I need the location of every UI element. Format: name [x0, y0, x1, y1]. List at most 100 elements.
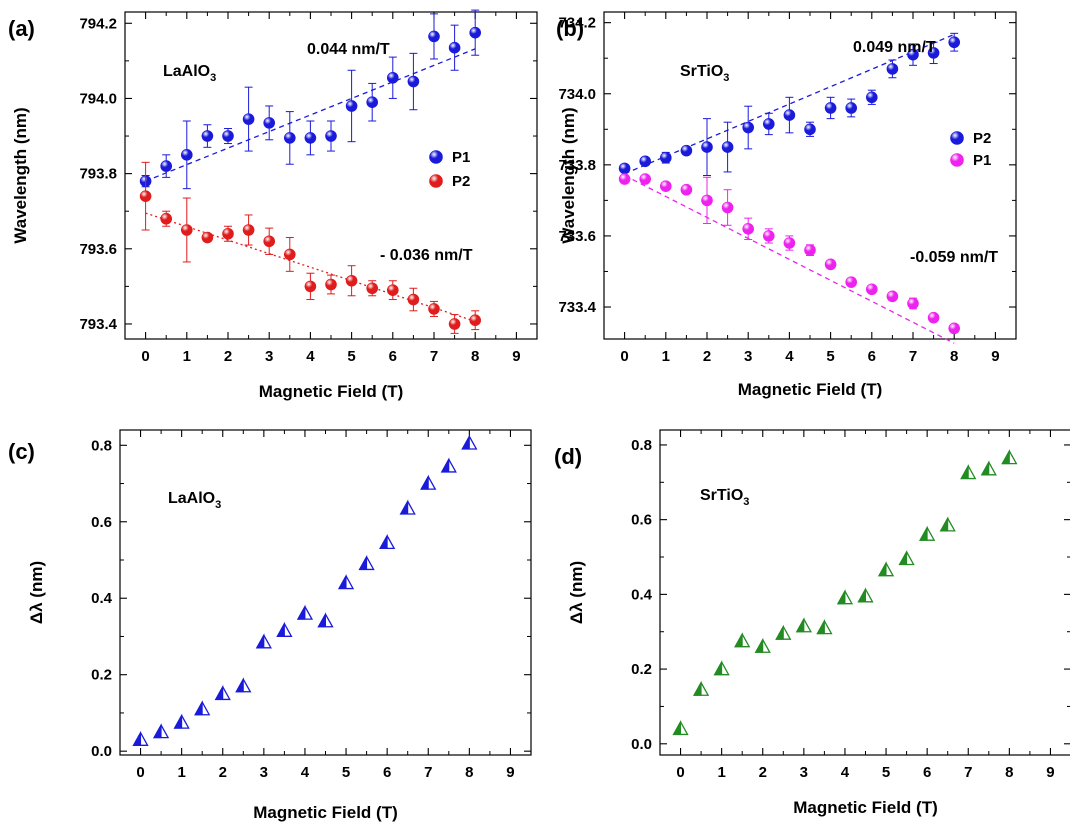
x-axis-title: Magnetic Field (T) [793, 798, 938, 817]
series-data-0 [672, 449, 1018, 736]
triangle-marker-fill [173, 713, 183, 729]
legend-label: P2 [973, 130, 991, 147]
y-tick-label: 0.4 [91, 590, 113, 607]
x-tick-label: 8 [471, 348, 479, 365]
sphere-marker [824, 102, 837, 114]
y-tick-label: 734.2 [558, 15, 596, 32]
triangle-marker-fill [153, 723, 162, 739]
x-tick-label: 4 [306, 348, 315, 365]
y-axis-title: Wavelength (nm) [559, 107, 578, 243]
triangle-marker-fill [358, 554, 368, 570]
triangle-marker-fill [256, 633, 265, 649]
sphere-marker [448, 41, 461, 54]
x-tick-label: 5 [826, 348, 834, 365]
x-tick-label: 2 [224, 348, 232, 365]
sphere-marker [386, 71, 399, 84]
triangle-marker-fill [194, 700, 203, 716]
sphere-marker [680, 183, 693, 196]
sphere-marker [407, 75, 420, 88]
panel-label: (c) [8, 439, 35, 464]
sphere-marker [950, 153, 964, 167]
slope-label: -0.059 nm/T [910, 249, 998, 266]
x-tick-label: 1 [662, 348, 670, 365]
sphere-marker [283, 248, 296, 261]
annotation-subscript: 3 [743, 496, 749, 508]
sphere-marker [927, 47, 940, 59]
x-axis-title: Magnetic Field (T) [738, 380, 883, 399]
sample-label: SrTiO3 [680, 63, 729, 84]
y-axis-title: Δλ (nm) [27, 561, 46, 624]
y-axis-title: Δλ (nm) [567, 561, 586, 624]
y-tick-label: 733.6 [558, 228, 596, 245]
x-tick-label: 3 [800, 764, 808, 781]
plot-frame [119, 429, 532, 756]
x-tick-label: 0 [676, 764, 684, 781]
sphere-marker [907, 48, 919, 61]
triangle-marker-fill [980, 460, 990, 476]
sphere-marker [366, 282, 379, 295]
sphere-marker [762, 230, 775, 242]
sphere-marker [886, 290, 899, 303]
fit-line [145, 212, 476, 322]
y-tick-label: 0.2 [631, 661, 652, 678]
panel-label: (b) [556, 16, 584, 41]
legend-label: P1 [452, 149, 470, 166]
x-tick-label: 4 [841, 764, 850, 781]
legend-entry: P2 [429, 173, 470, 190]
x-tick-label: 5 [342, 764, 350, 781]
annotation-text: 0.044 nm/T [307, 41, 390, 58]
sphere-marker [927, 311, 940, 324]
triangle-marker-fill [399, 499, 409, 515]
sphere-marker [618, 173, 631, 185]
annotation-text: SrTiO [680, 63, 723, 80]
triangle-marker-fill [420, 474, 429, 490]
sphere-marker [721, 141, 734, 153]
triangle-marker-fill [939, 516, 949, 532]
x-tick-label: 6 [868, 348, 876, 365]
chart-panel-b: (b) 0 1 2 3 4 5 6 7 8 9 733.4 733.6 733.8 734.0 734.2 Ma… [556, 11, 1017, 399]
triangle-marker-fill [440, 457, 450, 473]
x-tick-label: 6 [923, 764, 931, 781]
triangle-marker-fill [960, 464, 969, 480]
chart-panel-c: (c) 0 1 2 3 4 5 6 7 8 9 0.0 0.2 0.4 0.6 0.8 Magnetic Fie… [8, 429, 532, 822]
triangle-marker-fill [734, 632, 743, 648]
x-tick-label: 2 [219, 764, 227, 781]
series-P1 [618, 173, 961, 344]
x-tick-label: 4 [785, 348, 794, 365]
sample-label: LaAlO3 [168, 490, 221, 511]
triangle-marker-fill [461, 434, 470, 450]
x-tick-label: 0 [136, 764, 144, 781]
x-tick-label: 9 [512, 348, 520, 365]
legend-entry: P1 [950, 152, 991, 169]
sphere-marker [181, 224, 193, 236]
sphere-marker [242, 224, 255, 236]
x-tick-label: 8 [1005, 764, 1013, 781]
sphere-marker [242, 113, 255, 125]
x-tick-label: 7 [424, 764, 432, 781]
x-tick-label: 6 [389, 348, 397, 365]
series-P1 [139, 9, 482, 190]
triangle-marker-fill [754, 637, 764, 653]
legend-entry: P1 [429, 149, 470, 166]
triangle-marker-fill [898, 549, 908, 565]
x-tick-label: 2 [759, 764, 767, 781]
triangle-marker-fill [837, 589, 846, 605]
triangle-marker-fill [693, 680, 702, 696]
x-tick-label: 0 [141, 348, 149, 365]
sphere-marker [345, 274, 358, 287]
legend-label: P1 [973, 152, 991, 169]
sphere-marker [428, 30, 440, 43]
x-tick-label: 8 [465, 764, 473, 781]
triangle-marker-fill [379, 533, 388, 549]
sphere-marker [783, 237, 796, 249]
annotation-text: LaAlO [163, 63, 210, 80]
x-tick-label: 3 [260, 764, 268, 781]
triangle-marker-fill [713, 660, 723, 676]
sphere-marker [181, 149, 193, 161]
y-axis-title: Wavelength (nm) [11, 107, 30, 243]
annotation-text: -0.059 nm/T [910, 249, 998, 266]
triangle-marker-fill [775, 624, 784, 640]
y-tick-label: 0.8 [631, 437, 652, 454]
x-tick-label: 8 [950, 348, 958, 365]
sphere-marker [386, 284, 399, 296]
